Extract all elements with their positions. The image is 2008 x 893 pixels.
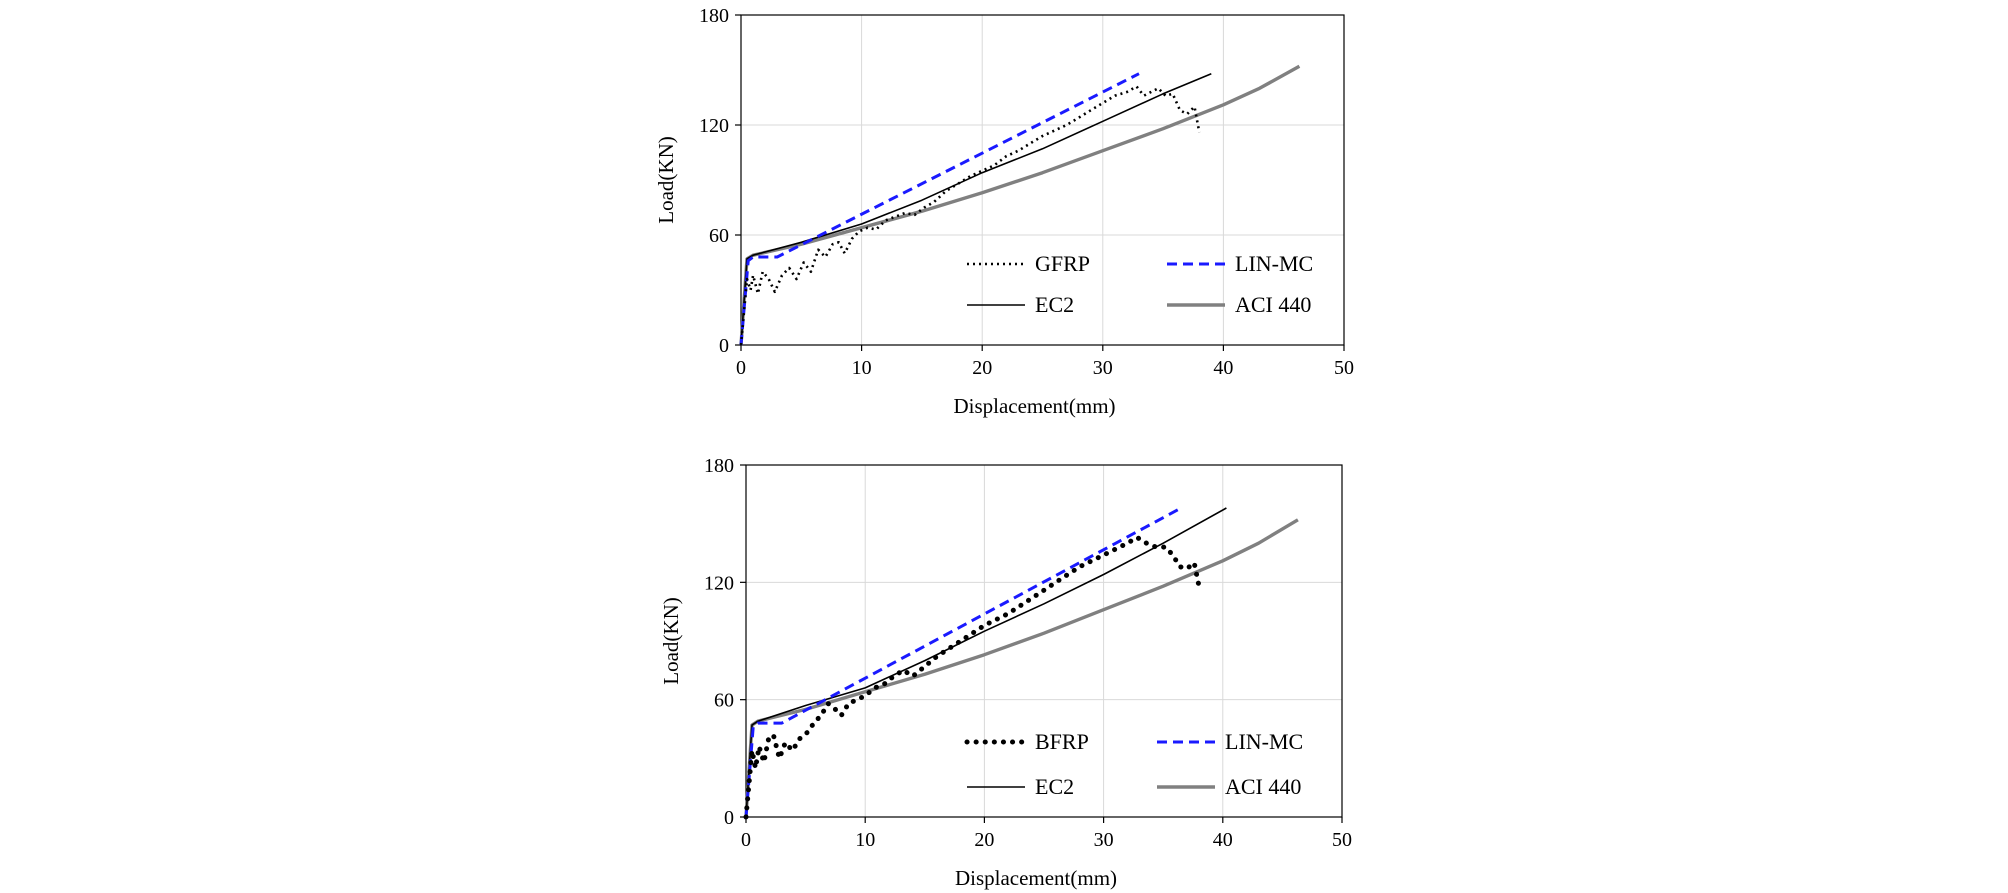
y-tick-label: 60: [714, 690, 734, 712]
plot-frame: [740, 14, 1345, 346]
x-tick-label: 40: [1213, 829, 1233, 851]
legend-item-aci-440: ACI 440: [1167, 292, 1311, 317]
x-tick-label: 30: [1093, 357, 1113, 379]
legend: BFRP LIN-MC EC2 ACI 440: [964, 729, 1303, 799]
chart-gfrp: 0 10 20 30 40 50 0 60 120 180 Displacement(mm) Load…: [654, 5, 1354, 418]
y-tick-label: 120: [704, 572, 734, 594]
y-axis-title: Load(KN): [659, 597, 683, 684]
x-tick-label: 40: [1213, 357, 1233, 379]
legend-label: EC2: [1035, 774, 1074, 799]
series-line-gfrp: [739, 85, 1201, 346]
plot-frame: [745, 464, 1343, 818]
series-line-lin-mc: [739, 72, 1140, 346]
x-axis-title: Displacement(mm): [953, 394, 1115, 418]
legend-item-bfrp: BFRP: [964, 729, 1089, 754]
series-line-bfrp: [743, 534, 1202, 820]
x-axis-title: Displacement(mm): [955, 866, 1117, 890]
legend-label: ACI 440: [1235, 292, 1311, 317]
series-line-ec2: [740, 72, 1212, 346]
x-tick-label: 10: [855, 829, 875, 851]
legend-label: LIN-MC: [1235, 251, 1313, 276]
series-line-aci-440: [739, 64, 1301, 346]
x-tick-label: 30: [1094, 829, 1114, 851]
legend-item-aci-440: ACI 440: [1157, 774, 1301, 799]
x-tick-label: 20: [974, 829, 994, 851]
legend-label: EC2: [1035, 292, 1074, 317]
legend-label: GFRP: [1035, 251, 1090, 276]
legend-item-lin-mc: LIN-MC: [1157, 729, 1303, 754]
chart-bfrp: 0 10 20 30 40 50 0 60 120 180 Displacement(mm) Load…: [659, 455, 1352, 890]
y-tick-label: 180: [704, 455, 734, 477]
y-tick-label: 0: [719, 335, 729, 357]
legend-label: BFRP: [1035, 729, 1089, 754]
x-tick-label: 50: [1332, 829, 1352, 851]
x-tick-label: 50: [1334, 357, 1354, 379]
y-axis-title: Load(KN): [654, 136, 678, 223]
legend-item-gfrp: GFRP: [967, 251, 1090, 276]
legend: GFRP LIN-MC EC2 ACI 440: [967, 251, 1313, 317]
legend-item-lin-mc: LIN-MC: [1167, 251, 1313, 276]
series-line-aci-440: [744, 518, 1299, 818]
x-tick-label: 10: [852, 357, 872, 379]
y-tick-label: 0: [724, 807, 734, 829]
legend-item-ec2: EC2: [967, 292, 1074, 317]
y-tick-label: 60: [709, 225, 729, 247]
series-line-ec2: [745, 507, 1227, 818]
legend-item-ec2: EC2: [967, 774, 1074, 799]
x-tick-label: 20: [972, 357, 992, 379]
legend-label: ACI 440: [1225, 774, 1301, 799]
x-tick-label: 0: [736, 357, 746, 379]
legend-label: LIN-MC: [1225, 729, 1303, 754]
y-tick-label: 180: [699, 5, 729, 27]
series-line-lin-mc: [744, 506, 1182, 818]
y-tick-label: 120: [699, 115, 729, 137]
x-tick-label: 0: [741, 829, 751, 851]
